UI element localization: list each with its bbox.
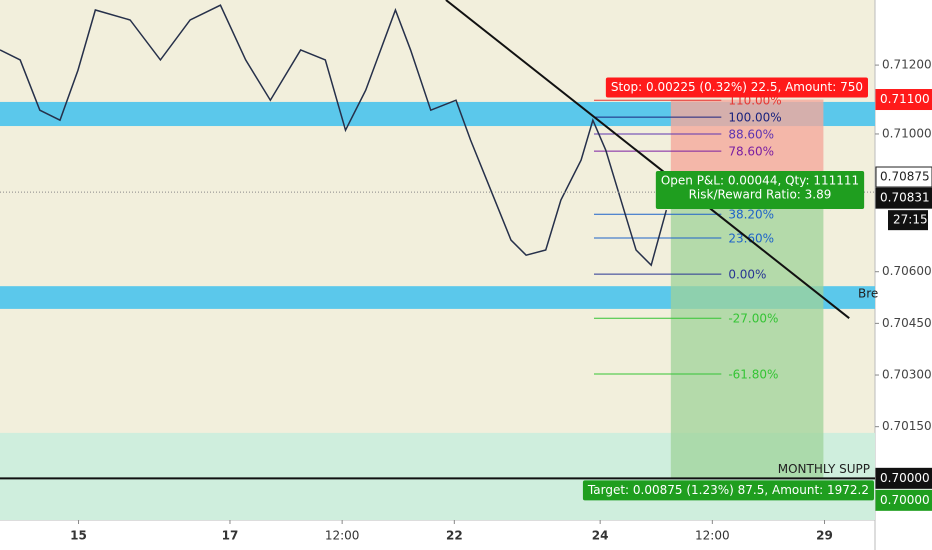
price-label: 0.70000 xyxy=(880,493,930,507)
partial-label: Bre xyxy=(858,287,878,301)
y-tick-label: 0.70450 xyxy=(882,316,932,330)
fib-label: 38.20% xyxy=(728,208,774,222)
y-tick-label: 0.70150 xyxy=(882,419,932,433)
x-tick-label: 12:00 xyxy=(325,529,360,543)
stop-zone xyxy=(670,99,824,178)
y-tick-label: 0.71200 xyxy=(882,58,932,72)
y-tick-label: 0.70600 xyxy=(882,264,932,278)
target-label-text: Target: 0.00875 (1.23%) 87.5, Amount: 19… xyxy=(587,483,869,497)
price-label-bg xyxy=(875,467,932,489)
fib-label: 88.60% xyxy=(728,127,774,141)
zone xyxy=(0,286,875,309)
fib-label: -61.80% xyxy=(728,367,778,381)
x-tick-label: 24 xyxy=(592,529,609,543)
x-tick-label: 29 xyxy=(816,529,833,543)
price-label-bg xyxy=(875,89,932,111)
y-tick-label: 0.71000 xyxy=(882,126,932,140)
countdown: 27:15 xyxy=(893,213,928,227)
x-tick-label: 17 xyxy=(222,529,239,543)
price-label-bg xyxy=(875,489,932,511)
price-label-bg xyxy=(875,187,932,209)
pnl-label-bg xyxy=(655,171,865,210)
fib-label: -27.00% xyxy=(728,312,778,326)
trendline xyxy=(445,0,850,319)
price-label: 0.70831 xyxy=(880,191,930,205)
y-tick-label: 0.70300 xyxy=(882,368,932,382)
fib-label: 100.00% xyxy=(728,111,781,125)
countdown-bg xyxy=(888,210,928,231)
stop-label-bg xyxy=(605,77,868,98)
pnl-label: Open P&L: 0.00044, Qty: 111111Risk/Rewar… xyxy=(655,171,865,210)
price-label: 0.71100 xyxy=(880,92,930,106)
pnl-label-text: Open P&L: 0.00044, Qty: 111111 xyxy=(661,174,859,188)
fib-label: 78.60% xyxy=(728,145,774,159)
x-tick-label: 12:00 xyxy=(695,529,730,543)
x-tick-label: 22 xyxy=(446,529,463,543)
stop-label: Stop: 0.00225 (0.32%) 22.5, Amount: 750 xyxy=(605,77,868,98)
target-label-bg xyxy=(582,480,874,501)
x-tick-label: 15 xyxy=(70,529,87,543)
target-label: Target: 0.00875 (1.23%) 87.5, Amount: 19… xyxy=(582,480,874,501)
time-axis xyxy=(0,520,875,550)
price-label: 0.70000 xyxy=(880,471,930,485)
price-label-bg xyxy=(875,166,932,188)
support-label: MONTHLY SUPP xyxy=(778,462,870,476)
stop-label-text: Stop: 0.00225 (0.32%) 22.5, Amount: 750 xyxy=(611,80,863,94)
pnl-label-text: Risk/Reward Ratio: 3.89 xyxy=(689,188,832,202)
fib-label: 0.00% xyxy=(728,268,766,282)
price-label: 0.70875 xyxy=(880,170,930,184)
target-zone xyxy=(670,177,824,479)
fib-label: 23.60% xyxy=(728,231,774,245)
price-line xyxy=(0,4,668,267)
